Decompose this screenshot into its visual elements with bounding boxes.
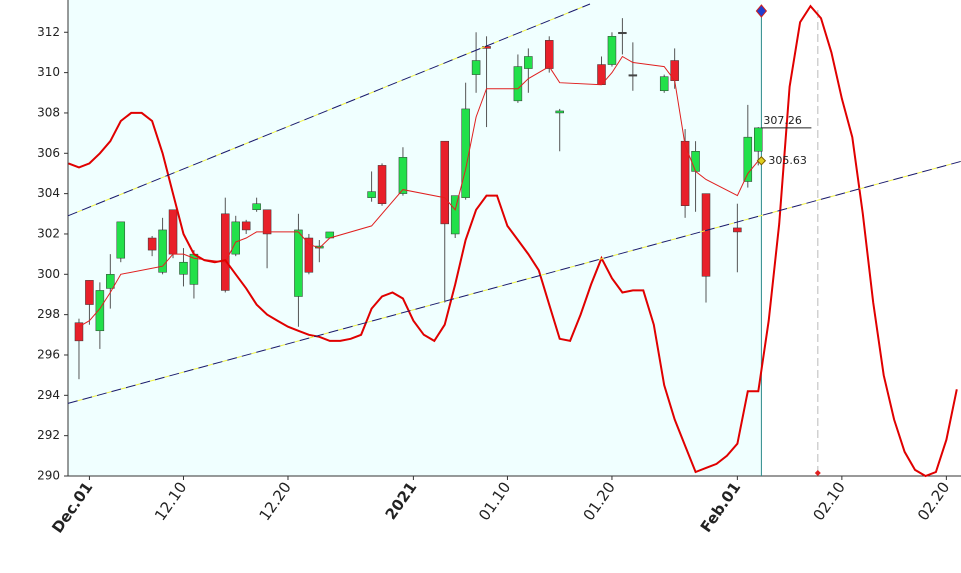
candle-body [607, 36, 617, 65]
y-tick-label: 308 [37, 105, 60, 119]
candle-body [294, 229, 303, 297]
x-tick-label: 12.20 [256, 479, 295, 525]
candle-body [252, 203, 261, 211]
annotation-marker [756, 156, 767, 166]
candle-body [262, 209, 272, 235]
candle-body [179, 261, 188, 275]
y-tick-label: 302 [37, 226, 60, 240]
candle-body [398, 157, 408, 194]
x-tick-label: 01.10 [475, 479, 514, 525]
annotation: 307.26 [763, 114, 802, 127]
channel-line-accent [67, 160, 961, 404]
indicator-line [68, 4, 958, 478]
candle-body [85, 280, 94, 305]
y-tick-label: 306 [37, 146, 60, 160]
y-tick-label: 310 [37, 65, 60, 79]
candle-body [628, 74, 638, 77]
candle-body [524, 56, 533, 69]
candle-body [618, 32, 627, 35]
candle-body [471, 60, 481, 75]
x-tick-label: 02.10 [809, 479, 848, 525]
candle-body [659, 76, 669, 92]
y-tick-label: 296 [37, 347, 60, 361]
candle-body [147, 237, 157, 251]
x-tick-label: 12.10 [151, 479, 190, 525]
y-tick-label: 304 [37, 186, 60, 200]
candle-body [754, 127, 763, 152]
y-tick-label: 298 [37, 307, 60, 321]
shaded-region [68, 0, 762, 476]
candle-body [168, 209, 178, 255]
candle-body [461, 108, 470, 198]
candle-body [701, 193, 711, 277]
channel-line [67, 3, 591, 217]
x-tick-label: Feb.01 [697, 479, 745, 536]
candle-body [680, 140, 690, 206]
y-tick-label: 292 [37, 428, 60, 442]
candle-body [116, 221, 126, 259]
candle-body [304, 237, 314, 273]
candle-body [555, 110, 564, 114]
y-tick-label: 300 [37, 267, 60, 281]
candle-body [377, 165, 387, 204]
y-tick-label: 290 [37, 469, 60, 483]
candle-body [367, 191, 376, 198]
candle-body [450, 195, 460, 235]
candle-body [743, 136, 753, 182]
candle-body [733, 227, 742, 233]
x-tick-label: Dec.01 [48, 479, 96, 537]
candle-body [95, 290, 105, 332]
annotation: 305.63 [768, 154, 807, 167]
candle-body [221, 213, 230, 291]
candle-body [106, 274, 115, 289]
channel-line-accent [67, 3, 591, 217]
marker [814, 470, 821, 476]
candle-body [513, 66, 523, 102]
candle-body [158, 229, 167, 273]
indicator-line [78, 55, 759, 328]
x-tick-label: 02.20 [914, 479, 953, 525]
candle-body [231, 221, 240, 255]
candle-body [691, 151, 700, 172]
x-tick-label: 2021 [382, 479, 421, 524]
candle-body [440, 140, 449, 225]
y-tick-label: 312 [37, 25, 60, 39]
candle-body [241, 221, 251, 231]
channel-line [67, 160, 961, 404]
candle-body [544, 40, 554, 69]
marker [755, 4, 768, 18]
x-tick-label: 01.20 [580, 479, 619, 525]
candle-body [74, 322, 84, 342]
y-tick-label: 294 [37, 388, 60, 402]
